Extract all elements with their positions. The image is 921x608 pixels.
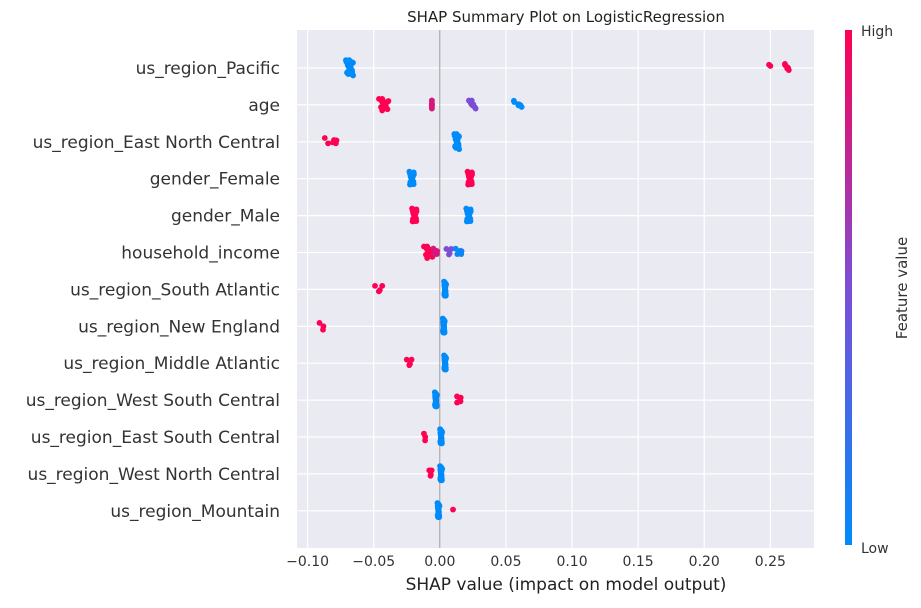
x-tick-label: 0.15 — [623, 554, 654, 570]
shap-point — [456, 146, 463, 153]
shap-point — [344, 70, 351, 76]
shap-point — [466, 218, 472, 224]
shap-point — [434, 512, 441, 519]
shap-point — [468, 97, 475, 104]
feature-label: us_region_West North Central — [28, 465, 280, 485]
shap-point — [316, 320, 323, 326]
shap-point — [406, 362, 413, 369]
shap-point — [409, 208, 416, 214]
shap-point — [434, 248, 441, 254]
colorbar-high-label: High — [861, 24, 893, 40]
x-tick-label: −0.10 — [286, 554, 329, 570]
x-tick-label: 0.10 — [556, 554, 587, 570]
shap-point — [437, 439, 444, 445]
shap-point — [767, 63, 774, 69]
shap-point — [467, 181, 474, 188]
x-tick-label: 0.00 — [424, 554, 455, 570]
shap-point — [440, 328, 446, 335]
shap-point — [442, 353, 448, 360]
colorbar-low-label: Low — [861, 541, 889, 557]
shap-point — [443, 246, 450, 252]
shap-point — [441, 365, 448, 372]
shap-point — [424, 243, 431, 250]
feature-label: us_region_South Atlantic — [70, 280, 280, 300]
shap-point — [437, 476, 444, 482]
x-axis-label: SHAP value (impact on model output) — [406, 575, 727, 595]
x-tick-label: 0.05 — [490, 554, 521, 570]
feature-label: us_region_Pacific — [136, 59, 280, 79]
shap-point — [465, 171, 472, 177]
shap-point — [409, 181, 415, 188]
shap-point — [333, 137, 340, 144]
shap-point — [440, 316, 447, 323]
feature-label: household_income — [121, 244, 280, 264]
feature-label: us_region_New England — [78, 317, 280, 337]
feature-label: us_region_West South Central — [26, 391, 280, 411]
shap-point — [511, 99, 518, 105]
shap-point — [442, 279, 448, 286]
shap-point — [453, 131, 460, 137]
shap-point — [407, 171, 413, 177]
shap-point — [350, 72, 356, 79]
shap-point — [379, 96, 386, 102]
shap-point — [472, 105, 479, 112]
shap-point — [428, 105, 435, 112]
shap-point — [422, 437, 429, 444]
shap-point — [454, 251, 461, 257]
chart-title: SHAP Summary Plot on LogisticRegression — [407, 8, 725, 26]
shap-point — [427, 472, 434, 479]
shap-point — [438, 464, 444, 471]
shap-point — [454, 399, 460, 406]
shap-point — [450, 506, 456, 513]
feature-label: age — [248, 96, 280, 116]
shap-point — [458, 248, 465, 254]
shap-point — [435, 501, 442, 508]
shap-point — [432, 402, 439, 409]
x-tick-label: −0.05 — [352, 554, 395, 570]
shap-point — [782, 62, 789, 69]
feature-label: gender_Female — [150, 170, 280, 190]
shap-point — [385, 98, 392, 104]
shap-point — [517, 102, 524, 109]
shap-point — [379, 107, 386, 114]
shap-point — [411, 218, 418, 224]
colorbar-title: Feature value — [893, 237, 911, 339]
shap-point — [346, 57, 353, 64]
feature-label: us_region_East North Central — [33, 133, 280, 153]
feature-label: gender_Male — [171, 207, 280, 227]
shap-point — [428, 97, 435, 104]
shap-point — [428, 467, 435, 474]
shap-point — [403, 356, 410, 363]
shap-point — [432, 390, 439, 397]
shap-point — [320, 326, 326, 333]
shap-point — [448, 246, 455, 252]
colorbar — [845, 30, 852, 545]
shap-point — [375, 288, 382, 295]
shap-point — [321, 135, 328, 141]
x-tick-label: 0.25 — [755, 554, 786, 570]
x-tick-label: 0.20 — [689, 554, 720, 570]
shap-point — [372, 282, 378, 289]
shap-point — [457, 394, 464, 401]
shap-points — [316, 57, 792, 520]
shap-point — [446, 251, 452, 258]
feature-label: us_region_East South Central — [31, 428, 280, 448]
shap-point — [441, 291, 448, 298]
shap-point — [379, 282, 386, 289]
x-tick-labels: −0.10 −0.05 0.00 0.05 0.10 0.15 0.20 0.25 — [286, 554, 786, 570]
feature-label: us_region_Middle Atlantic — [63, 354, 280, 374]
shap-point — [424, 255, 431, 261]
shap-point — [325, 140, 331, 147]
shap-point — [408, 356, 415, 363]
shap-point — [452, 245, 459, 252]
shap-point — [464, 208, 470, 214]
shap-point — [438, 427, 444, 434]
feature-label: us_region_Mountain — [110, 502, 280, 522]
